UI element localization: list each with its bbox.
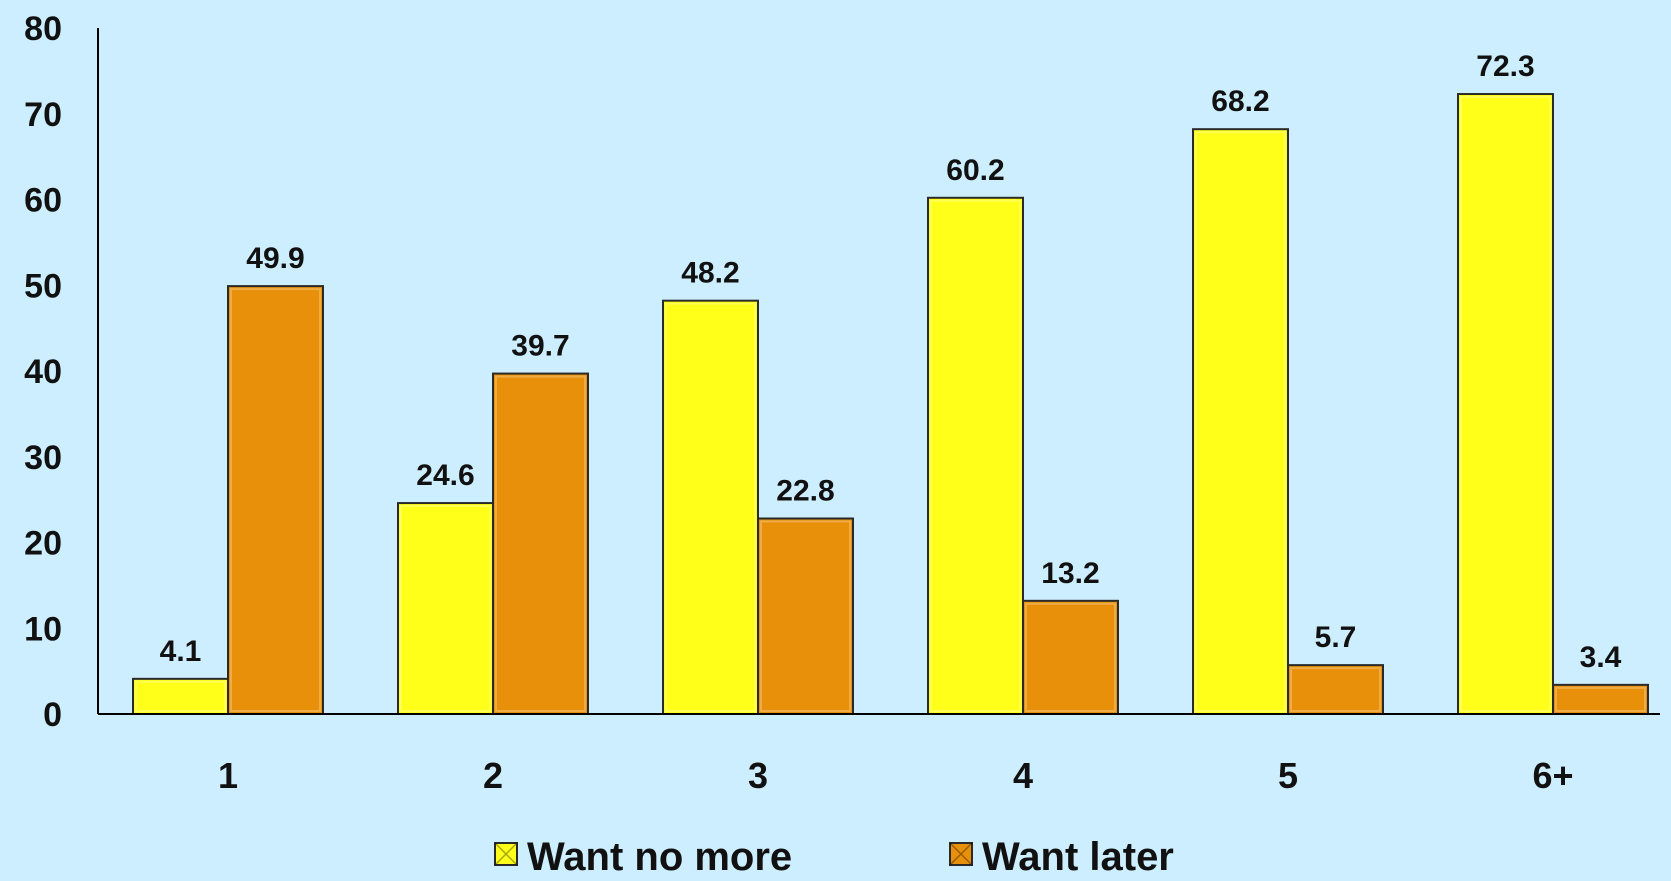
- bar-want-no-more: [927, 196, 1024, 716]
- legend: Want no more Want later: [494, 835, 1174, 879]
- bar-highlight: [495, 375, 586, 712]
- bar-want-no-more: [662, 299, 759, 715]
- data-label: 60.2: [946, 154, 1004, 187]
- y-tick-label: 10: [24, 610, 62, 648]
- y-tick-label: 50: [24, 267, 62, 305]
- legend-swatch: [949, 842, 973, 866]
- y-tick-label: 40: [24, 353, 62, 391]
- bar-want-later: [1022, 599, 1119, 715]
- bar-highlight: [400, 505, 491, 712]
- bar-want-no-more: [1192, 128, 1289, 715]
- x-tick-label: 5: [1278, 755, 1298, 796]
- y-tick-label: 0: [43, 696, 62, 734]
- data-label: 39.7: [511, 330, 569, 363]
- bar-want-later: [1287, 664, 1384, 715]
- data-label: 49.9: [246, 242, 304, 275]
- data-labels: 4.1 49.9 24.6 39.7 48.2 22.8 60.2 13.2 68.2 5.7 72…: [160, 50, 1622, 674]
- bar-want-no-more: [397, 502, 494, 715]
- x-tick-label: 6+: [1532, 755, 1573, 796]
- data-label: 5.7: [1315, 621, 1357, 654]
- data-label: 68.2: [1211, 85, 1269, 118]
- data-label: 72.3: [1476, 50, 1534, 83]
- data-label: 13.2: [1041, 557, 1099, 590]
- data-label: 24.6: [416, 459, 474, 492]
- y-tick-label: 80: [24, 10, 62, 48]
- bar-want-no-more: [1457, 93, 1554, 715]
- bar-want-later: [227, 285, 324, 715]
- legend-swatch: [494, 842, 518, 866]
- bar-want-no-more: [132, 677, 229, 716]
- data-label: 4.1: [160, 635, 202, 668]
- bar-highlight: [135, 680, 226, 713]
- bar-highlight: [1460, 96, 1551, 712]
- bar-highlight: [930, 199, 1021, 712]
- bar-want-later: [492, 372, 589, 715]
- x-tick-label: 1: [218, 755, 238, 796]
- bar-highlight: [230, 288, 321, 712]
- legend-label: Want no more: [527, 835, 792, 876]
- x-tick-label: 2: [483, 755, 503, 796]
- data-label: 22.8: [776, 474, 834, 507]
- bar-highlight: [1025, 602, 1116, 712]
- y-tick-label: 30: [24, 439, 62, 477]
- legend-swatch-bevel: [494, 842, 518, 866]
- data-label: 48.2: [681, 257, 739, 290]
- bar-highlight: [1195, 131, 1286, 712]
- x-tick-label: 3: [748, 755, 768, 796]
- data-label: 3.4: [1580, 641, 1622, 674]
- x-axis-labels: 1 2 3 4 5 6+: [218, 755, 1574, 796]
- y-tick-label: 70: [24, 96, 62, 134]
- legend-label: Want later: [982, 835, 1174, 876]
- y-axis-ticks: 0 10 20 30 40 50 60 70 80: [24, 10, 62, 734]
- bar-highlight: [760, 520, 851, 712]
- legend-swatch-bevel: [949, 842, 973, 866]
- bar-want-later: [1552, 683, 1649, 715]
- bars: [132, 93, 1649, 716]
- bar-highlight: [1290, 667, 1381, 712]
- x-tick-label: 4: [1013, 755, 1033, 796]
- y-tick-label: 20: [24, 525, 62, 563]
- bar-highlight: [665, 302, 756, 712]
- y-tick-label: 60: [24, 182, 62, 220]
- bar-highlight: [1555, 686, 1646, 712]
- bar-want-later: [757, 517, 854, 715]
